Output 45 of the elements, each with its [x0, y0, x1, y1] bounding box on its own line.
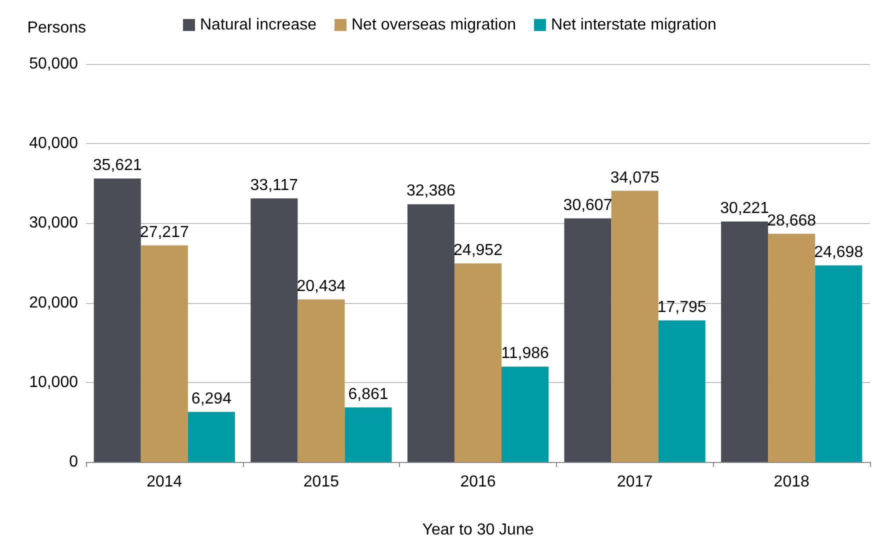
- x-tick-label: 2018: [774, 474, 810, 490]
- x-axis-title: Year to 30 June: [422, 522, 534, 538]
- data-label: 11,986: [501, 345, 550, 362]
- bar: [658, 320, 706, 462]
- data-label: 28,668: [767, 212, 816, 230]
- bar: [721, 221, 768, 462]
- bar: [768, 234, 816, 462]
- y-tick-label: 20,000: [29, 294, 78, 312]
- y-tick-label: 40,000: [29, 135, 78, 152]
- y-tick-label: 10,000: [29, 374, 78, 391]
- data-label: 17,795: [657, 298, 706, 316]
- data-label: 20,434: [296, 278, 346, 295]
- bar: [94, 178, 141, 462]
- bar: [250, 198, 298, 462]
- y-tick-label: 50,000: [29, 56, 78, 72]
- data-label: 35,621: [92, 156, 142, 174]
- data-label: 30,221: [720, 200, 770, 217]
- bar: [140, 245, 188, 462]
- legend-label: Net interstate migration: [551, 16, 716, 34]
- data-label: 30,607: [563, 196, 612, 214]
- y-tick-label: 30,000: [29, 214, 78, 232]
- x-tick-label: 2017: [617, 474, 653, 490]
- bar: [611, 190, 658, 462]
- data-label: 6,861: [348, 386, 388, 403]
- bar: [564, 218, 612, 462]
- bar: [344, 407, 392, 462]
- data-label: 6,294: [191, 390, 232, 408]
- x-tick-label: 2015: [303, 474, 340, 490]
- y-axis-title: Persons: [27, 20, 86, 36]
- legend-label: Net overseas migration: [352, 16, 516, 34]
- bar: [815, 265, 862, 462]
- data-label: 34,075: [610, 169, 660, 186]
- bar: [454, 263, 502, 462]
- y-tick-label: 0: [69, 454, 78, 470]
- data-label: 27,217: [140, 224, 189, 241]
- data-label: 32,386: [406, 182, 456, 200]
- bar: [407, 204, 454, 462]
- data-label: 24,698: [814, 244, 864, 261]
- legend-label: Natural increase: [200, 16, 317, 34]
- bar: [502, 366, 549, 462]
- data-label: 33,117: [250, 176, 298, 194]
- bar: [298, 299, 345, 462]
- x-tick-label: 2016: [460, 474, 496, 490]
- x-tick-label: 2014: [146, 474, 182, 490]
- bar: [188, 412, 235, 462]
